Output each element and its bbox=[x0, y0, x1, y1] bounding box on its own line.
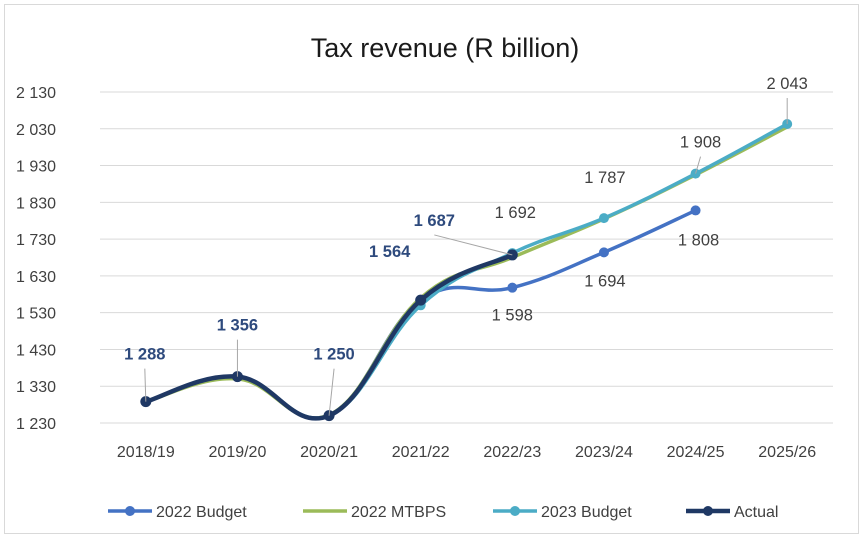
y-tick-label: 2 130 bbox=[16, 85, 56, 102]
legend-label-2023-budget: 2023 Budget bbox=[541, 504, 632, 521]
legend-marker bbox=[125, 506, 135, 516]
data-label: 1 288 bbox=[124, 346, 165, 364]
y-tick-label: 1 930 bbox=[16, 159, 56, 176]
y-tick-label: 1 830 bbox=[16, 195, 56, 212]
data-point-2023-budget bbox=[782, 118, 793, 129]
data-label: 1 564 bbox=[369, 243, 411, 261]
data-point-2023-budget bbox=[598, 213, 609, 224]
x-tick-label: 2025/26 bbox=[758, 444, 816, 461]
y-tick-label: 2 030 bbox=[16, 122, 56, 139]
data-point-actual bbox=[415, 294, 427, 306]
data-label: 1 356 bbox=[217, 317, 258, 335]
legend-marker bbox=[510, 506, 520, 516]
x-tick-label: 2021/22 bbox=[392, 444, 450, 461]
legend-marker bbox=[703, 506, 713, 516]
label-leader-line bbox=[144, 368, 147, 402]
data-label: 1 787 bbox=[584, 169, 625, 187]
data-point-2022-budget bbox=[598, 247, 609, 258]
series-lines bbox=[140, 118, 793, 422]
y-tick-label: 1 230 bbox=[16, 416, 56, 433]
y-axis-ticks: 1 230 1 330 1 430 1 530 1 630 1 730 1 830 1 930… bbox=[16, 85, 56, 433]
data-label: 1 692 bbox=[495, 204, 536, 222]
x-axis-ticks: 2018/19 2019/20 2020/21 2021/22 2022/23 2023/… bbox=[117, 444, 816, 461]
series-line-2022-budget bbox=[144, 208, 698, 421]
data-label: 1 694 bbox=[584, 272, 625, 290]
legend-label-2022-mtbps: 2022 MTBPS bbox=[351, 504, 446, 521]
data-label: 1 598 bbox=[492, 307, 533, 325]
x-tick-label: 2023/24 bbox=[575, 444, 633, 461]
data-label: 1 687 bbox=[414, 212, 455, 230]
y-tick-label: 1 430 bbox=[16, 342, 56, 359]
y-tick-label: 1 530 bbox=[16, 306, 56, 323]
y-tick-label: 1 330 bbox=[16, 379, 56, 396]
x-tick-label: 2020/21 bbox=[300, 444, 358, 461]
x-tick-label: 2024/25 bbox=[667, 444, 725, 461]
x-tick-label: 2018/19 bbox=[117, 444, 175, 461]
gridlines bbox=[100, 91, 833, 424]
label-leader-line bbox=[328, 368, 335, 416]
legend-label-actual: Actual bbox=[734, 504, 778, 521]
x-tick-label: 2019/20 bbox=[209, 444, 267, 461]
label-leader-line bbox=[695, 156, 702, 174]
y-tick-label: 1 630 bbox=[16, 269, 56, 286]
chart-title: Tax revenue (R billion) bbox=[311, 33, 580, 63]
data-label: 1 908 bbox=[680, 134, 721, 152]
data-point-2022-budget bbox=[507, 282, 518, 293]
y-tick-label: 1 730 bbox=[16, 232, 56, 249]
label-leader-line bbox=[434, 234, 513, 256]
data-label: 2 043 bbox=[767, 75, 808, 93]
data-label: 1 808 bbox=[678, 231, 719, 249]
data-label: 1 250 bbox=[313, 346, 354, 364]
data-point-2022-budget bbox=[690, 205, 701, 216]
legend-label-2022-budget: 2022 Budget bbox=[156, 504, 247, 521]
x-tick-label: 2022/23 bbox=[483, 444, 541, 461]
legend: 2022 Budget 2022 MTBPS 2023 Budget Actual bbox=[108, 504, 778, 521]
